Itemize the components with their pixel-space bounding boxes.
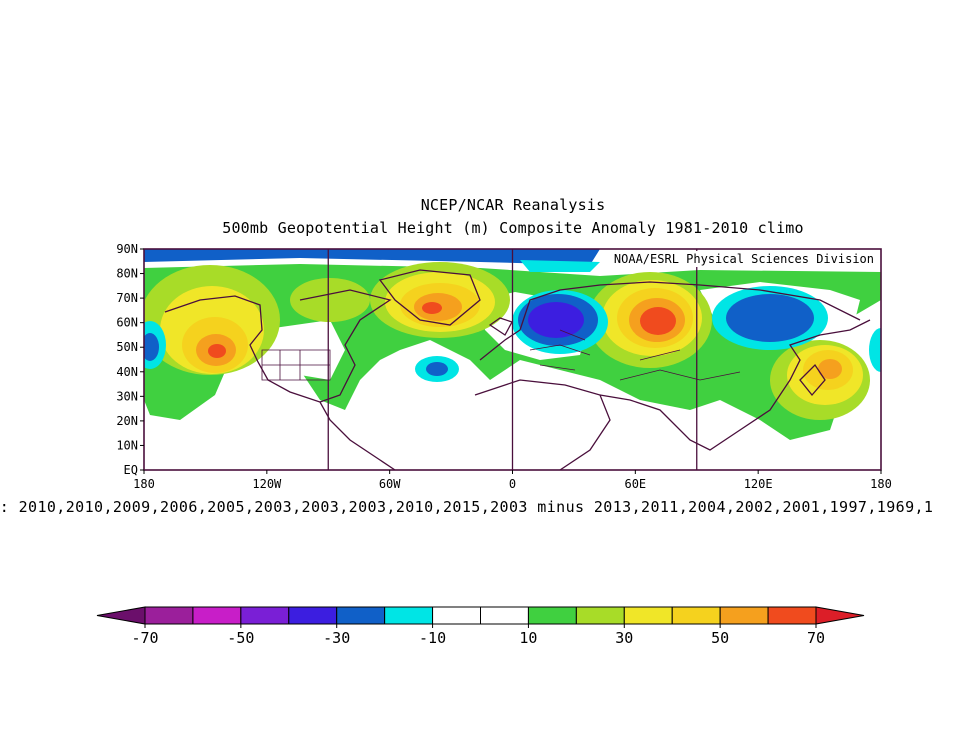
colorbar-label: 70 (807, 629, 825, 647)
lat-tick-label: 40N (116, 365, 138, 379)
map-plot (143, 248, 882, 471)
colorbar-label: 50 (711, 629, 729, 647)
lat-tick-label: 80N (116, 267, 138, 281)
colorbar-label: 10 (519, 629, 537, 647)
coastlines (164, 269, 871, 470)
lon-tick-label: 180 (870, 477, 892, 491)
colorbar-bin (336, 606, 386, 625)
latitude-axis: EQ 10N 20N 30N 40N 50N 60N 70N 80N 90N (116, 242, 144, 477)
lon-tick-label: 60W (379, 477, 401, 491)
colorbar-label: -30 (323, 629, 350, 647)
lat-tick-label: EQ (124, 463, 138, 477)
map-subtitle: 500mb Geopotential Height (m) Composite … (222, 219, 804, 237)
lat-tick-label: 10N (116, 438, 138, 452)
lat-tick-label: 90N (116, 242, 138, 256)
lat-tick-label: 50N (116, 340, 138, 354)
lat-tick-label: 20N (116, 414, 138, 428)
colorbar-bin (240, 606, 290, 625)
lon-tick-label: 0 (509, 477, 516, 491)
colorbar-bin (288, 606, 338, 625)
lon-tick-label: 120E (744, 477, 773, 491)
colorbar-bin (384, 606, 434, 625)
colorbar-label: -10 (419, 629, 446, 647)
longitude-axis: 180 120W 60W 0 60E 120E 180 (133, 470, 892, 491)
colorbar-bin (144, 606, 194, 625)
colorbar-bin (719, 606, 769, 625)
lat-tick-label: 30N (116, 389, 138, 403)
lat-tick-label: 70N (116, 291, 138, 305)
colorbar-label: -70 (131, 629, 158, 647)
lon-tick-label: 180 (133, 477, 155, 491)
colorbar-arrow-high (815, 606, 865, 625)
colorbar-bin (623, 606, 673, 625)
colorbar-bin (480, 606, 529, 625)
colorbar-bin (767, 606, 817, 625)
colorbar-bin (671, 606, 721, 625)
political-borders (261, 329, 741, 381)
lon-tick-label: 60E (624, 477, 646, 491)
map-title: NCEP/NCAR Reanalysis (420, 196, 606, 214)
colorbar-label: 30 (615, 629, 633, 647)
lon-tick-label: 120W (252, 477, 282, 491)
colorbar: -70 -50 -30 -10 10 30 50 70 (96, 606, 865, 647)
credit-label: NOAA/ESRL Physical Sciences Division (609, 251, 878, 267)
polar-low (144, 249, 600, 265)
lat-tick-label: 60N (116, 316, 138, 330)
colorbar-bin (575, 606, 625, 625)
colorbar-label: -50 (227, 629, 254, 647)
colorbar-bin (432, 606, 482, 625)
colorbar-arrow-low (96, 606, 146, 625)
composite-years-text: Aug : 2010,2010,2009,2006,2005,2003,2003… (0, 498, 934, 516)
colorbar-bin (527, 606, 577, 625)
colorbar-bin (192, 606, 242, 625)
